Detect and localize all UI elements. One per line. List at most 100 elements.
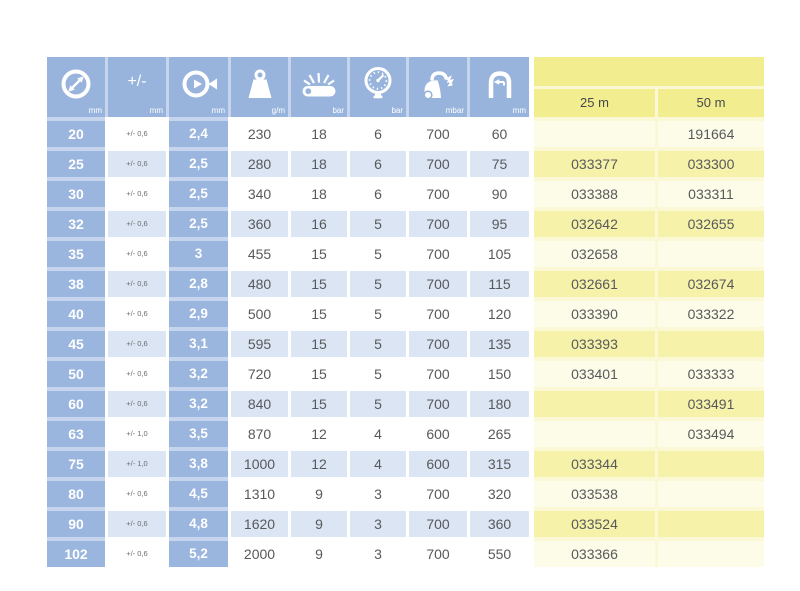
cell-burst-pressure: 12 (291, 421, 347, 447)
cell-bend-radius: 180 (470, 391, 529, 417)
cell-vacuum: 700 (409, 301, 467, 327)
cell-weight: 340 (231, 181, 288, 207)
cell-order-25m (534, 121, 655, 147)
table-row: 45 +/- 0,6 3,1 595 15 5 700 135 033393 (47, 331, 764, 357)
cell-inner-diameter: 38 (47, 271, 105, 297)
table-row: 35 +/- 0,6 3 455 15 5 700 105 032658 (47, 241, 764, 267)
cell-vacuum: 700 (409, 121, 467, 147)
cell-inner-diameter: 102 (47, 541, 105, 567)
cell-wall-thickness: 3,8 (169, 451, 228, 477)
unit-label: mm (88, 106, 102, 115)
cell-wall-thickness: 3 (169, 241, 228, 267)
cell-inner-diameter: 20 (47, 121, 105, 147)
cell-weight: 1310 (231, 481, 288, 507)
cell-order-25m: 033366 (534, 541, 655, 567)
cell-bend-radius: 95 (470, 211, 529, 237)
cell-weight: 480 (231, 271, 288, 297)
table-row: 80 +/- 0,6 4,5 1310 9 3 700 320 033538 (47, 481, 764, 507)
cell-vacuum: 700 (409, 511, 467, 537)
cell-tolerance: +/- 1,0 (108, 451, 166, 477)
header-working-pressure: bar (350, 57, 406, 117)
cell-weight: 360 (231, 211, 288, 237)
cell-working-pressure: 4 (350, 421, 406, 447)
cell-wall-thickness: 5,2 (169, 541, 228, 567)
table-rows: 20 +/- 0,6 2,4 230 18 6 700 60 191664 25… (47, 121, 764, 571)
cell-bend-radius: 320 (470, 481, 529, 507)
cell-bend-radius: 265 (470, 421, 529, 447)
cell-working-pressure: 6 (350, 121, 406, 147)
cell-wall-thickness: 2,8 (169, 271, 228, 297)
cell-burst-pressure: 15 (291, 301, 347, 327)
cell-wall-thickness: 4,8 (169, 511, 228, 537)
cell-wall-thickness: 2,4 (169, 121, 228, 147)
cell-order-50m: 033491 (658, 391, 764, 417)
cell-tolerance: +/- 0,6 (108, 301, 166, 327)
cell-inner-diameter: 90 (47, 511, 105, 537)
cell-order-50m: 032655 (658, 211, 764, 237)
cell-inner-diameter: 30 (47, 181, 105, 207)
cell-wall-thickness: 3,2 (169, 391, 228, 417)
order-length-50m-label: 50 m (658, 89, 764, 117)
cell-burst-pressure: 15 (291, 331, 347, 357)
cell-working-pressure: 4 (350, 451, 406, 477)
header-burst-pressure: bar (291, 57, 347, 117)
cell-bend-radius: 90 (470, 181, 529, 207)
cell-wall-thickness: 2,5 (169, 211, 228, 237)
cell-weight: 1620 (231, 511, 288, 537)
cell-inner-diameter: 75 (47, 451, 105, 477)
cell-burst-pressure: 9 (291, 511, 347, 537)
cell-vacuum: 700 (409, 481, 467, 507)
cell-bend-radius: 115 (470, 271, 529, 297)
cell-burst-pressure: 15 (291, 391, 347, 417)
wall-thickness-icon (182, 70, 217, 98)
header-vacuum: mbar (409, 57, 467, 117)
cell-weight: 455 (231, 241, 288, 267)
cell-order-25m: 033377 (534, 151, 655, 177)
cell-burst-pressure: 18 (291, 151, 347, 177)
unit-label: mbar (445, 106, 464, 115)
cell-weight: 500 (231, 301, 288, 327)
cell-order-25m: 033401 (534, 361, 655, 387)
cell-bend-radius: 120 (470, 301, 529, 327)
order-header-band (534, 57, 764, 86)
cell-inner-diameter: 40 (47, 301, 105, 327)
cell-inner-diameter: 63 (47, 421, 105, 447)
unit-label: mm (211, 106, 225, 115)
cell-weight: 230 (231, 121, 288, 147)
cell-wall-thickness: 3,2 (169, 361, 228, 387)
cell-order-25m (534, 391, 655, 417)
cell-vacuum: 700 (409, 151, 467, 177)
cell-order-50m: 032674 (658, 271, 764, 297)
cell-order-50m (658, 511, 764, 537)
cell-inner-diameter: 32 (47, 211, 105, 237)
table-row: 60 +/- 0,6 3,2 840 15 5 700 180 033491 (47, 391, 764, 417)
tolerance-icon: +/- (127, 73, 147, 90)
cell-burst-pressure: 15 (291, 361, 347, 387)
cell-order-50m (658, 481, 764, 507)
cell-tolerance: +/- 0,6 (108, 151, 166, 177)
cell-order-50m: 033494 (658, 421, 764, 447)
cell-vacuum: 700 (409, 331, 467, 357)
cell-working-pressure: 3 (350, 541, 406, 567)
cell-order-25m (534, 421, 655, 447)
cell-tolerance: +/- 0,6 (108, 361, 166, 387)
cell-order-50m: 033300 (658, 151, 764, 177)
table-row: 25 +/- 0,6 2,5 280 18 6 700 75 033377 03… (47, 151, 764, 177)
cell-order-50m: 033333 (658, 361, 764, 387)
cell-burst-pressure: 18 (291, 181, 347, 207)
weight-icon (248, 69, 271, 98)
cell-order-25m: 033344 (534, 451, 655, 477)
cell-weight: 720 (231, 361, 288, 387)
cell-weight: 2000 (231, 541, 288, 567)
cell-working-pressure: 6 (350, 151, 406, 177)
cell-inner-diameter: 25 (47, 151, 105, 177)
table-row: 50 +/- 0,6 3,2 720 15 5 700 150 033401 0… (47, 361, 764, 387)
cell-burst-pressure: 15 (291, 271, 347, 297)
unit-label: bar (391, 106, 403, 115)
cell-bend-radius: 105 (470, 241, 529, 267)
cell-tolerance: +/- 0,6 (108, 481, 166, 507)
cell-weight: 870 (231, 421, 288, 447)
cell-wall-thickness: 3,1 (169, 331, 228, 357)
cell-tolerance: +/- 0,6 (108, 541, 166, 567)
cell-working-pressure: 5 (350, 271, 406, 297)
